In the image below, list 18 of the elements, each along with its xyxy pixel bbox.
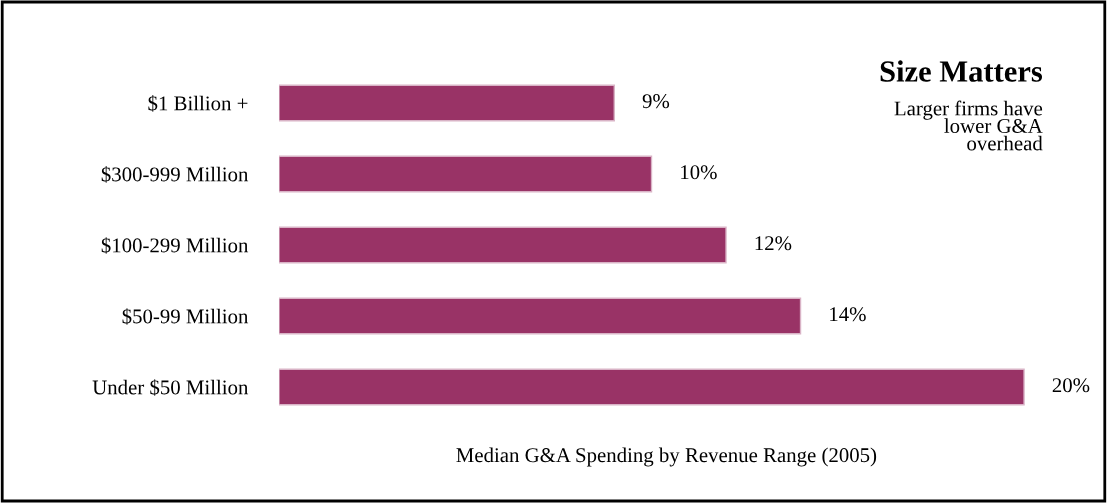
x-axis-title: Median G&A Spending by Revenue Range (2005) (456, 447, 877, 467)
y-tick-label: $100-299 Million (101, 237, 249, 254)
data-label: 20% (1052, 378, 1090, 393)
y-tick-label: $300-999 Million (101, 166, 249, 183)
data-label: 12% (755, 236, 792, 251)
text: Larger firms have lower G&A overhead (894, 100, 1043, 151)
bar (278, 226, 727, 264)
y-tick-label: Under $50 Million (92, 379, 249, 396)
chart-title: Size Matters (880, 60, 1043, 82)
bar (278, 368, 1025, 406)
bar (278, 155, 653, 193)
data-label: 10% (681, 165, 717, 180)
data-label: 9% (642, 94, 670, 109)
y-tick-label: $1 Billion + (148, 95, 248, 112)
data-label: 14% (830, 307, 866, 322)
bar (278, 84, 615, 122)
bar (278, 297, 802, 335)
y-tick-label: $50-99 Million (122, 308, 249, 325)
